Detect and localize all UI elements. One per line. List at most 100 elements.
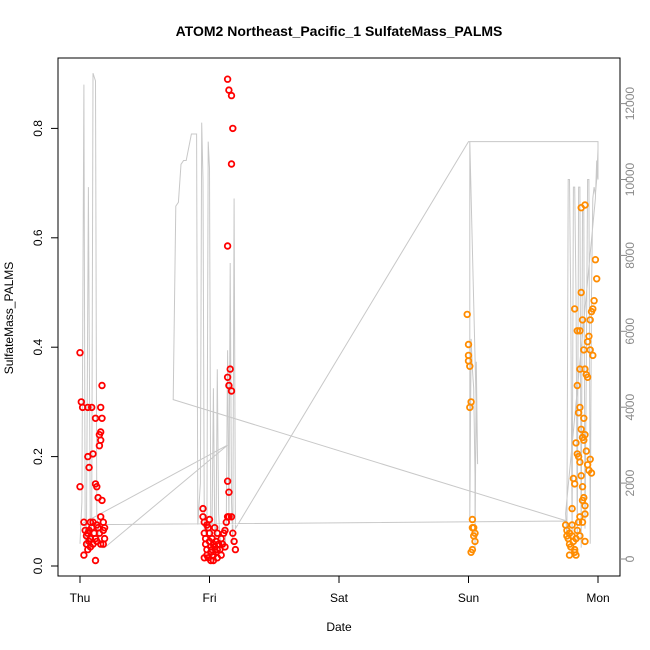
- data-point: [227, 91, 236, 100]
- data-point: [580, 414, 588, 422]
- data-point: [89, 450, 97, 458]
- data-point: [589, 305, 597, 313]
- data-point: [230, 537, 238, 546]
- data-point: [96, 428, 105, 436]
- data-point: [213, 554, 221, 562]
- y2-tick-label: 2000: [623, 469, 637, 496]
- data-point: [577, 472, 585, 480]
- data-point: [565, 529, 574, 537]
- data-point: [573, 526, 581, 535]
- data-point: [573, 381, 581, 390]
- data-point: [221, 526, 229, 535]
- data-point: [590, 297, 598, 305]
- data-point: [99, 540, 107, 548]
- data-point: [100, 524, 109, 532]
- data-point: [586, 316, 594, 324]
- data-point: [231, 545, 240, 554]
- data-point: [225, 381, 233, 390]
- right-axis: 0 2000 4000 6000 8000 10000 12000: [620, 87, 637, 562]
- data-point: [200, 554, 208, 562]
- data-point: [227, 513, 236, 521]
- data-point: [578, 496, 587, 505]
- data-point: [578, 518, 587, 526]
- data-point: [573, 327, 581, 335]
- bottom-axis: Thu Fri Sat Sun Mon: [70, 575, 610, 605]
- y2-tick-label: 8000: [623, 242, 637, 269]
- x-tick-label: Mon: [586, 591, 609, 605]
- data-point: [93, 483, 101, 491]
- data-point: [589, 351, 597, 360]
- data-point: [91, 556, 100, 565]
- data-point: [96, 540, 105, 548]
- data-point: [468, 515, 477, 524]
- data-point: [93, 521, 101, 529]
- points-layer: [76, 75, 601, 565]
- data-point: [223, 242, 232, 250]
- data-point: [466, 403, 474, 412]
- data-point: [581, 431, 589, 439]
- data-point: [207, 556, 215, 565]
- data-point: [576, 327, 584, 335]
- y-tick-label: 0.8: [31, 120, 45, 137]
- data-point: [223, 75, 232, 83]
- x-tick-label: Sun: [458, 591, 479, 605]
- data-point: [591, 256, 600, 264]
- x-tick-label: Fri: [203, 591, 217, 605]
- data-point: [576, 532, 584, 540]
- data-point: [203, 521, 211, 529]
- data-point: [582, 447, 590, 455]
- y2-tick-label: 4000: [623, 394, 637, 421]
- y2-tick-label: 10000: [623, 162, 637, 196]
- data-point: [471, 529, 479, 537]
- data-point: [593, 275, 601, 283]
- data-point: [578, 316, 587, 324]
- y2-tick-label: 0: [623, 555, 637, 562]
- data-point: [225, 86, 233, 94]
- data-point: [571, 480, 579, 488]
- data-point: [98, 496, 106, 505]
- data-point: [85, 463, 93, 472]
- y-tick-label: 0.2: [31, 448, 45, 465]
- data-point: [96, 436, 105, 444]
- data-point: [225, 513, 233, 521]
- data-point: [586, 346, 594, 354]
- left-axis: 0.0 0.2 0.4 0.6 0.8: [31, 120, 59, 574]
- data-point: [98, 414, 106, 422]
- data-point: [581, 510, 589, 518]
- y-tick-label: 0.6: [31, 229, 45, 246]
- data-point: [80, 551, 88, 559]
- data-point: [227, 160, 236, 168]
- data-point: [577, 288, 585, 297]
- x-axis-label: Date: [326, 620, 352, 634]
- data-point: [91, 414, 100, 422]
- data-point: [464, 340, 473, 349]
- data-point: [213, 529, 221, 537]
- chart-title: ATOM2 Northeast_Pacific_1 SulfateMass_PA…: [176, 23, 503, 39]
- data-point: [572, 439, 580, 447]
- altitude-line-layer: [79, 73, 599, 552]
- data-point: [572, 551, 580, 559]
- x-tick-label: Sat: [330, 591, 349, 605]
- data-point: [583, 373, 592, 381]
- data-point: [229, 529, 237, 537]
- y-tick-label: 0.0: [31, 557, 45, 574]
- data-point: [581, 537, 589, 546]
- data-point: [199, 504, 207, 513]
- data-point: [581, 201, 589, 209]
- altitude-line: [79, 73, 599, 552]
- data-point: [467, 548, 475, 556]
- data-point: [80, 518, 88, 526]
- data-point: [76, 483, 84, 491]
- data-point: [587, 469, 596, 477]
- data-point: [87, 403, 96, 412]
- data-point: [583, 338, 592, 346]
- data-point: [577, 425, 585, 433]
- data-point: [576, 458, 584, 466]
- data-point: [229, 124, 237, 133]
- data-point: [471, 537, 479, 546]
- data-point: [223, 373, 232, 381]
- data-point: [576, 403, 584, 412]
- data-point: [576, 365, 584, 373]
- data-point: [223, 477, 232, 485]
